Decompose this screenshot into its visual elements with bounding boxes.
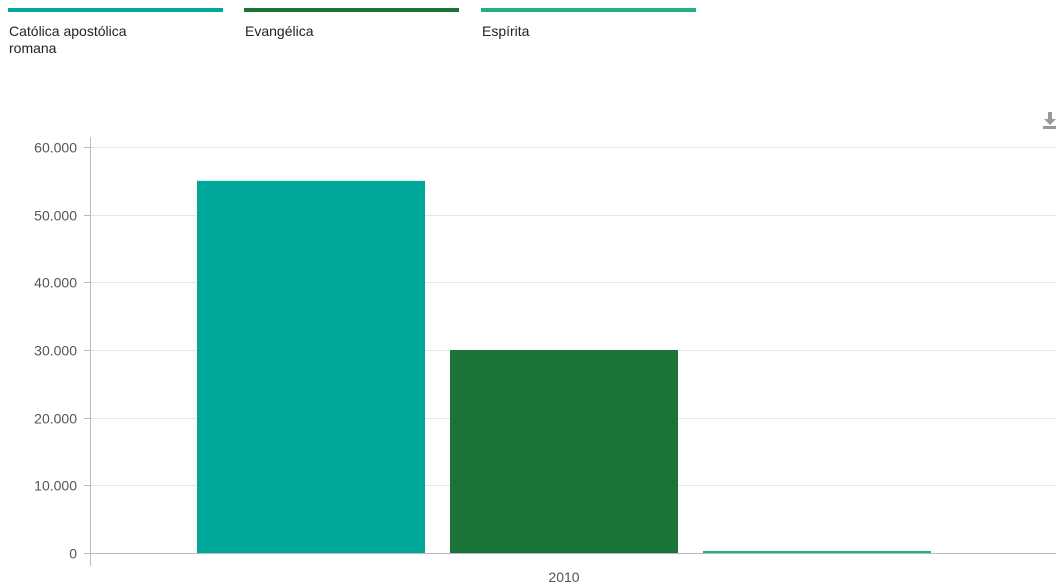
legend-label: Católica apostólica romana [9,23,127,56]
y-tick-label: 20.000 [34,411,77,427]
legend-swatch [8,8,223,12]
y-tick-label: 30.000 [34,343,77,359]
legend-label: Evangélica [245,23,314,39]
legend-item[interactable]: Católica apostólica romana [8,8,223,56]
legend-item[interactable]: Evangélica [244,8,459,39]
y-axis: 0 10.000 20.000 30.000 40.000 50.000 60.000 [34,137,91,566]
bar[interactable] [450,350,678,553]
y-tick-label: 50.000 [34,208,77,224]
bar[interactable] [197,180,425,554]
download-button[interactable] [1043,110,1056,130]
legend-item[interactable]: Espírita [481,8,696,39]
legend-swatch [244,8,459,12]
bars [197,180,931,554]
x-axis: 2010 [90,553,1056,585]
legend-label: Espírita [482,23,530,39]
legend-swatch [481,8,696,12]
legend: Católica apostólica romana Evangélica Espír… [8,8,696,56]
y-tick-label: 0 [69,546,77,562]
y-tick-label: 60.000 [34,140,77,156]
y-tick-label: 40.000 [34,275,77,291]
y-tick-label: 10.000 [34,478,77,494]
bar[interactable] [703,551,931,553]
download-icon [1043,112,1056,129]
x-tick-label: 2010 [548,569,579,585]
